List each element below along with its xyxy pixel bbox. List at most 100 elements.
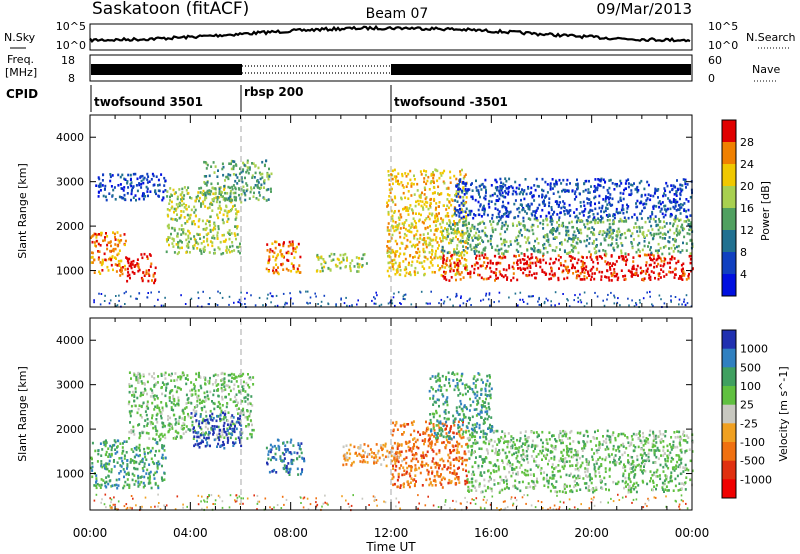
heatmap-cell <box>216 234 219 237</box>
heatmap-cell <box>345 444 348 447</box>
heatmap-cell <box>473 267 476 271</box>
heatmap-cell <box>489 220 492 223</box>
heatmap-cell <box>207 397 210 401</box>
heatmap-cell <box>155 462 158 465</box>
heatmap-cell <box>573 198 576 201</box>
heatmap-cell <box>573 230 576 234</box>
heatmap-cell <box>387 261 390 265</box>
heatmap-cell <box>489 237 492 241</box>
heatmap-cell <box>417 256 420 260</box>
heatmap-cell <box>478 222 481 225</box>
heatmap-cell <box>461 236 464 239</box>
heatmap-cell <box>361 455 363 459</box>
heatmap-cell <box>490 223 493 226</box>
heatmap-cell <box>189 237 192 241</box>
heatmap-cell <box>111 174 114 177</box>
heatmap-cell <box>232 416 235 419</box>
heatmap-cell <box>229 189 232 193</box>
heatmap-cell <box>213 197 216 200</box>
heatmap-cell <box>475 189 478 192</box>
heatmap-cell <box>437 205 440 208</box>
heatmap-cell <box>551 213 554 216</box>
heatmap-cell <box>522 216 525 220</box>
heatmap-cell <box>685 242 688 245</box>
heatmap-cell <box>190 412 193 415</box>
heatmap-cell <box>615 274 618 278</box>
heatmap-cell <box>160 401 163 404</box>
heatmap-cell <box>436 169 439 173</box>
heatmap-cell <box>596 186 599 189</box>
heatmap-cell <box>658 200 661 203</box>
heatmap-cell <box>565 229 568 233</box>
heatmap-cell <box>659 257 662 261</box>
heatmap-cell <box>440 240 443 243</box>
heatmap-cell <box>631 299 633 302</box>
heatmap-cell <box>440 255 443 259</box>
heatmap-cell <box>580 259 583 263</box>
heatmap-cell <box>224 240 227 243</box>
heatmap-cell <box>141 391 144 395</box>
heatmap-cell <box>147 292 149 294</box>
nsearch-tick-top: 10^5 <box>708 20 738 33</box>
heatmap-cell <box>242 413 245 416</box>
heatmap-cell <box>250 435 253 439</box>
heatmap-cell <box>204 382 206 385</box>
heatmap-cell <box>502 182 505 186</box>
heatmap-cell <box>519 268 522 271</box>
heatmap-cell <box>198 442 201 445</box>
heatmap-cell <box>276 254 279 258</box>
heatmap-cell <box>536 257 539 261</box>
heatmap-cell <box>394 177 397 180</box>
heatmap-cell <box>283 453 286 456</box>
heatmap-cell <box>200 252 203 255</box>
heatmap-cell <box>223 385 226 388</box>
heatmap-cell <box>174 191 177 194</box>
heatmap-cell <box>177 246 180 249</box>
heatmap-cell <box>118 472 121 475</box>
heatmap-cell <box>187 205 190 208</box>
colorbar-label: 28 <box>740 136 754 149</box>
heatmap-cell <box>295 245 298 249</box>
heatmap-cell <box>586 227 589 231</box>
heatmap-cell <box>176 378 179 382</box>
heatmap-cell <box>468 188 471 191</box>
heatmap-cell <box>474 243 477 247</box>
heatmap-cell <box>534 188 537 192</box>
heatmap-cell <box>229 245 231 249</box>
heatmap-cell <box>181 371 184 374</box>
heatmap-cell <box>104 258 107 262</box>
heatmap-cell <box>269 248 272 251</box>
heatmap-cell <box>549 182 552 185</box>
heatmap-cell <box>202 433 205 437</box>
heatmap-cell <box>662 215 665 219</box>
heatmap-cell <box>457 258 460 261</box>
heatmap-cell <box>165 250 168 254</box>
heatmap-cell <box>158 409 161 412</box>
heatmap-cell <box>463 175 466 178</box>
heatmap-cell <box>610 232 613 235</box>
heatmap-cell <box>236 210 239 213</box>
heatmap-cell <box>622 197 625 201</box>
heatmap-cell <box>226 402 229 405</box>
heatmap-cell <box>507 214 510 217</box>
heatmap-cell <box>519 222 522 226</box>
heatmap-cell <box>274 246 277 250</box>
heatmap-cell <box>375 456 378 459</box>
heatmap-cell <box>477 200 480 204</box>
heatmap-cell <box>658 217 660 221</box>
heatmap-cell <box>553 182 556 186</box>
heatmap-cell <box>672 250 675 253</box>
heatmap-cell <box>139 374 142 378</box>
heatmap-cell <box>238 245 241 248</box>
heatmap-cell <box>253 186 256 190</box>
heatmap-cell <box>479 203 482 206</box>
heatmap-cell <box>218 211 221 214</box>
heatmap-cell <box>593 216 596 219</box>
heatmap-cell <box>556 213 559 216</box>
heatmap-cell <box>209 376 211 380</box>
heatmap-cell <box>285 251 288 255</box>
heatmap-cell <box>136 467 139 471</box>
heatmap-cell <box>221 218 224 222</box>
heatmap-cell <box>686 183 689 186</box>
heatmap-cell <box>489 266 492 270</box>
